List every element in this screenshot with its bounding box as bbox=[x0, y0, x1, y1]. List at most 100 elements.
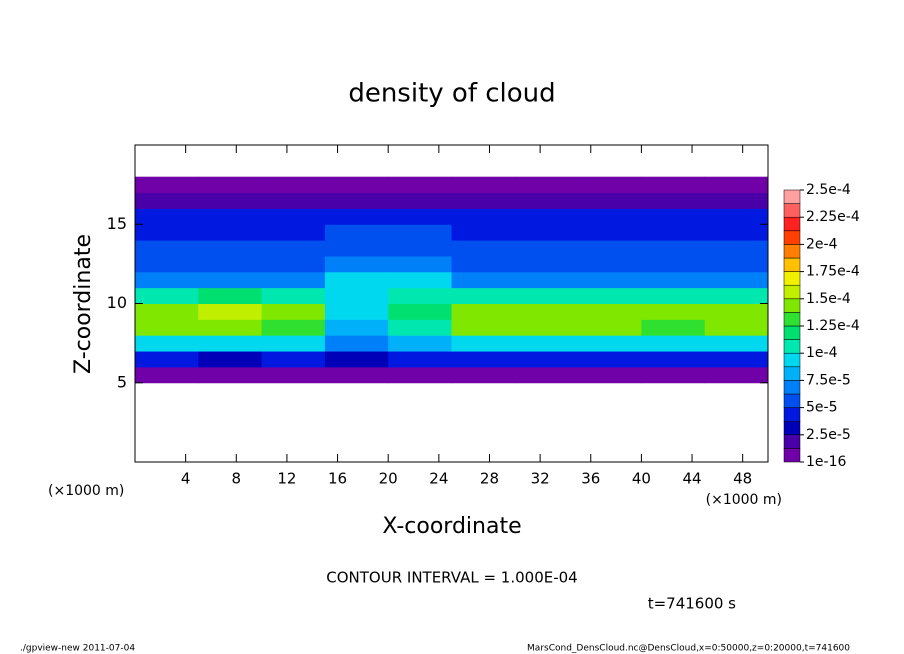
cell bbox=[261, 287, 326, 304]
cell bbox=[451, 224, 516, 241]
x-tick-label: 40 bbox=[632, 470, 651, 488]
x-tick-label: 32 bbox=[531, 470, 550, 488]
x-tick-label: 24 bbox=[429, 470, 448, 488]
colorbar-box bbox=[783, 216, 801, 232]
cell bbox=[451, 351, 516, 368]
y-tick-label: 15 bbox=[107, 214, 127, 233]
cell bbox=[578, 319, 642, 336]
cell bbox=[704, 208, 769, 225]
footer: MarsCond_DensCloud.nc@DensCloud,x=0:5000… bbox=[527, 644, 850, 654]
cell bbox=[324, 176, 389, 194]
cell bbox=[388, 192, 452, 209]
cell bbox=[388, 255, 452, 273]
cell bbox=[388, 271, 452, 289]
cell bbox=[514, 335, 579, 352]
cell bbox=[261, 176, 326, 194]
cell bbox=[514, 192, 579, 209]
cell bbox=[578, 176, 642, 194]
cell bbox=[451, 176, 516, 194]
x-tick-label: 44 bbox=[682, 470, 701, 488]
cell bbox=[198, 192, 263, 209]
colorbar-label: 1e-4 bbox=[806, 345, 838, 361]
cell bbox=[261, 208, 326, 225]
colorbar-label: 1.75e-4 bbox=[806, 264, 860, 280]
cell bbox=[704, 303, 769, 320]
cell bbox=[578, 303, 642, 320]
cell bbox=[261, 335, 326, 352]
cell bbox=[578, 351, 642, 368]
cell bbox=[198, 303, 263, 320]
cell bbox=[514, 287, 579, 304]
cell bbox=[198, 335, 263, 352]
cell bbox=[641, 366, 706, 384]
x-tick-label: 20 bbox=[379, 470, 398, 488]
cell bbox=[641, 335, 706, 352]
cell bbox=[704, 224, 769, 241]
cell bbox=[135, 287, 199, 304]
cell bbox=[451, 319, 516, 336]
cell bbox=[135, 208, 199, 225]
cell bbox=[324, 351, 389, 368]
colorbar-box bbox=[783, 284, 801, 300]
colorbar-box bbox=[783, 230, 801, 245]
colorbar-label: 7.5e-5 bbox=[806, 372, 851, 388]
x-tick-label: 8 bbox=[232, 470, 242, 488]
annotation: CONTOUR INTERVAL = 1.000E-04 bbox=[326, 569, 577, 587]
cell bbox=[451, 208, 516, 225]
cell bbox=[324, 303, 389, 320]
cell bbox=[578, 366, 642, 384]
colorbar-box bbox=[783, 189, 801, 204]
cell bbox=[324, 287, 389, 304]
cell bbox=[704, 176, 769, 194]
cell bbox=[388, 208, 452, 225]
cell bbox=[451, 366, 516, 384]
cell bbox=[704, 271, 769, 289]
footer: ./gpview-new 2011-07-04 bbox=[20, 644, 135, 654]
cell bbox=[451, 335, 516, 352]
colorbar-box bbox=[783, 298, 801, 313]
cell bbox=[135, 351, 199, 368]
colorbar-box bbox=[783, 434, 801, 449]
cell bbox=[261, 255, 326, 273]
x-unit: (×1000 m) bbox=[706, 492, 782, 508]
cell bbox=[198, 366, 263, 384]
cell bbox=[324, 366, 389, 384]
cell bbox=[514, 366, 579, 384]
cell bbox=[135, 240, 199, 257]
cell bbox=[324, 319, 389, 336]
cell bbox=[261, 366, 326, 384]
colorbar-box bbox=[783, 339, 801, 354]
colorbar-box bbox=[783, 257, 801, 272]
cell bbox=[324, 192, 389, 209]
x-tick-label: 36 bbox=[581, 470, 600, 488]
cell bbox=[578, 335, 642, 352]
cell bbox=[514, 240, 579, 257]
cell bbox=[578, 240, 642, 257]
cell bbox=[388, 335, 452, 352]
cell bbox=[578, 208, 642, 225]
cell bbox=[388, 303, 452, 320]
x-tick-label: 16 bbox=[328, 470, 347, 488]
cell bbox=[641, 319, 706, 336]
colorbar-box bbox=[783, 420, 801, 436]
x-unit: (×1000 m) bbox=[48, 483, 124, 499]
y-tick-label: 5 bbox=[117, 372, 127, 391]
colorbar-label: 2.25e-4 bbox=[806, 209, 860, 225]
cell bbox=[135, 319, 199, 336]
colorbar-box bbox=[783, 312, 801, 327]
x-tick-label: 28 bbox=[480, 470, 499, 488]
colorbar-label: 5e-5 bbox=[806, 400, 837, 416]
x-tick-label: 4 bbox=[181, 470, 191, 488]
chart-title: density of cloud bbox=[348, 79, 555, 109]
cell bbox=[198, 271, 263, 289]
colorbar-box bbox=[783, 366, 801, 381]
colorbar-box bbox=[783, 325, 801, 340]
cell bbox=[324, 271, 389, 289]
cell bbox=[641, 224, 706, 241]
cell bbox=[704, 366, 769, 384]
cell bbox=[324, 255, 389, 273]
cell bbox=[704, 335, 769, 352]
cell bbox=[514, 224, 579, 241]
cell bbox=[578, 287, 642, 304]
cell bbox=[198, 224, 263, 241]
